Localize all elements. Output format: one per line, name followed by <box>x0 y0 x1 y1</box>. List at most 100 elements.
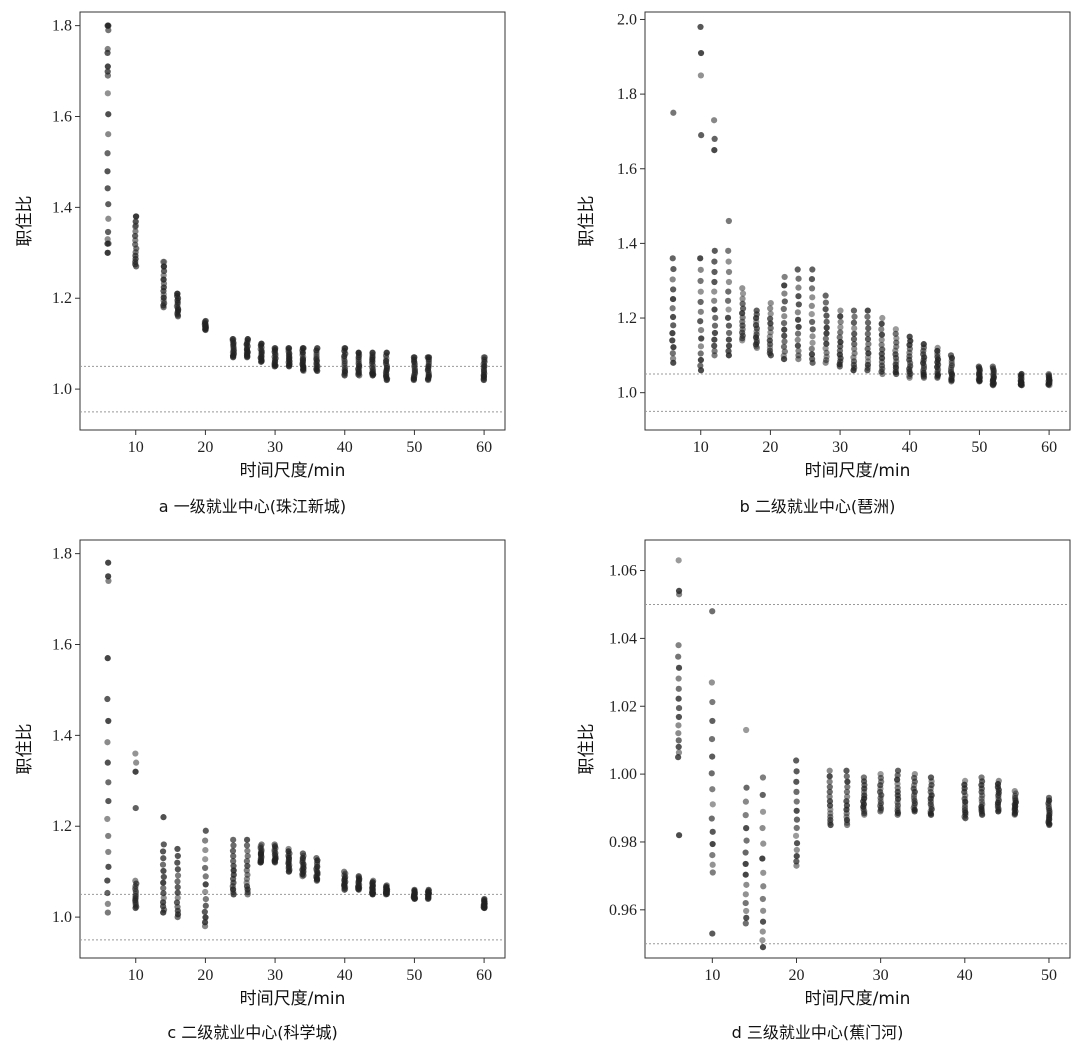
data-point <box>892 330 899 337</box>
data-point <box>711 288 718 295</box>
data-point <box>780 320 788 327</box>
data-point <box>202 881 209 888</box>
data-point <box>708 815 715 822</box>
data-point <box>355 873 362 880</box>
data-point <box>766 337 773 344</box>
data-point <box>837 329 844 336</box>
data-point <box>105 832 112 840</box>
plot-frame <box>79 539 506 959</box>
data-point <box>767 300 774 307</box>
data-point <box>850 336 858 343</box>
data-point <box>243 858 251 865</box>
data-point <box>781 338 788 345</box>
data-point <box>698 335 705 342</box>
data-point <box>675 587 683 594</box>
data-point <box>230 858 237 865</box>
x-axis-label: 时间尺度/min <box>805 461 911 481</box>
data-point <box>711 306 718 313</box>
y-tick-label: 1.8 <box>617 86 637 103</box>
data-point <box>978 774 985 781</box>
data-point <box>934 353 941 360</box>
data-point <box>843 767 850 774</box>
data-point <box>961 795 968 802</box>
data-point <box>697 362 704 369</box>
data-point <box>743 825 750 832</box>
data-point <box>709 852 716 859</box>
data-point <box>160 890 167 897</box>
data-point <box>826 802 834 809</box>
data-point <box>132 804 139 812</box>
data-point <box>743 907 750 915</box>
data-point <box>794 330 802 337</box>
data-point <box>132 228 139 235</box>
data-point <box>383 882 390 889</box>
data-point <box>243 836 251 843</box>
x-tick-label: 60 <box>1041 439 1057 456</box>
data-point <box>742 871 749 878</box>
data-point <box>160 267 168 275</box>
data-point <box>697 367 705 374</box>
data-point <box>161 258 168 265</box>
data-point <box>794 316 802 323</box>
data-point <box>669 355 677 362</box>
data-point <box>104 759 111 766</box>
data-point <box>202 317 209 325</box>
data-point <box>823 340 830 347</box>
data-point <box>948 360 955 367</box>
data-point <box>739 290 747 297</box>
data-point <box>675 730 682 737</box>
data-point <box>709 869 716 876</box>
data-point <box>928 806 935 813</box>
data-point <box>104 185 111 192</box>
data-point <box>697 350 704 357</box>
data-point <box>174 884 181 891</box>
x-tick-label: 40 <box>337 967 353 984</box>
data-point <box>160 263 168 270</box>
data-point <box>481 895 488 903</box>
data-point <box>864 345 871 352</box>
data-point <box>837 318 844 325</box>
data-point <box>314 345 321 352</box>
data-point <box>425 886 432 893</box>
data-point <box>271 841 278 848</box>
data-point <box>865 341 872 348</box>
data-point <box>711 348 718 355</box>
data-point <box>794 336 801 344</box>
data-point <box>230 836 237 843</box>
data-point <box>879 346 886 353</box>
data-point <box>709 801 716 808</box>
y-axis-label: 职住比 <box>577 196 597 247</box>
data-point <box>826 788 833 795</box>
data-point <box>709 930 716 937</box>
data-point <box>243 842 251 849</box>
data-point <box>743 726 750 734</box>
data-point <box>742 798 749 805</box>
data-point <box>1045 370 1052 378</box>
data-point <box>675 675 682 682</box>
data-point <box>132 218 139 225</box>
y-tick-label: 1.2 <box>52 290 72 307</box>
data-point <box>1045 794 1053 801</box>
data-point <box>759 774 767 781</box>
data-point <box>669 305 676 312</box>
data-point <box>795 284 802 291</box>
data-point <box>894 784 901 792</box>
data-point <box>105 779 112 786</box>
data-point <box>230 871 237 878</box>
data-point <box>894 772 901 779</box>
chart-panel: 10 20 30 40 50 0.96 0.98 1.00 1.02 1.04 1.06 时间尺度/m… <box>577 539 1071 1042</box>
data-point <box>975 363 982 370</box>
y-tick-label: 0.98 <box>609 834 637 851</box>
x-tick-label: 20 <box>197 439 213 456</box>
data-point <box>876 788 884 796</box>
data-point <box>725 268 733 276</box>
y-tick-label: 1.6 <box>617 161 637 178</box>
data-point <box>725 278 733 286</box>
data-point <box>725 247 732 254</box>
data-point <box>313 854 320 862</box>
data-point <box>675 713 683 721</box>
data-point <box>105 717 112 725</box>
data-point <box>174 866 181 873</box>
data-point <box>711 268 718 276</box>
x-tick-label: 40 <box>957 967 973 984</box>
